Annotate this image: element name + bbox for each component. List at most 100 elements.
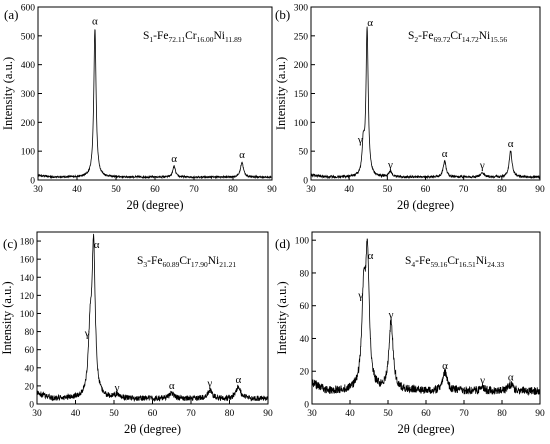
y-tick-label: 150 — [294, 90, 309, 100]
composition-text: Ni — [476, 255, 488, 267]
composition-text: S — [408, 30, 414, 42]
y-tick-label: 200 — [21, 119, 36, 129]
x-axis-label: 2θ (degree) — [397, 198, 454, 212]
composition-text: S — [143, 30, 149, 42]
y-tick-label: 40 — [25, 364, 35, 374]
composition-subscript: 14.72 — [462, 35, 479, 44]
peak-phase-label: γ — [479, 375, 485, 387]
y-tick-label: 0 — [30, 177, 35, 187]
composition-subscript: 11.89 — [225, 35, 242, 44]
composition-label: S1-Fe72.11Cr16.00Ni11.89 — [143, 30, 242, 44]
y-tick-label: 500 — [21, 32, 36, 42]
y-tick-label: 100 — [294, 119, 309, 129]
panel-label: (c) — [3, 236, 17, 251]
x-tick-label: 30 — [33, 185, 43, 195]
y-tick-label: 300 — [294, 4, 309, 14]
y-axis-label: Intensity (a.u.) — [0, 281, 14, 354]
peak-phase-label: α — [442, 360, 448, 372]
panel-label: (a) — [4, 7, 18, 22]
peak-phase-label: α — [508, 371, 514, 383]
xrd-spectrum-line — [37, 29, 273, 180]
peak-phase-label: γ — [84, 328, 90, 340]
composition-text: Cr — [185, 30, 197, 42]
composition-subscript: 1 — [149, 35, 153, 44]
peak-phase-label: α — [235, 374, 241, 386]
x-tick-label: 90 — [535, 409, 545, 419]
chart-panel-3: 30 40 50 60 70 80 90 0 20 40 60 80 100 120 140 160 180 2θ… — [0, 231, 273, 436]
composition-label: S4-Fe59.16Cr16.51Ni24.33 — [405, 255, 504, 269]
x-tick-label: 50 — [111, 185, 121, 195]
chart-panel-1: 30 40 50 60 70 80 90 0 100 200 300 400 500 600 2θ (deg… — [1, 4, 277, 213]
peak-phase-label: γ — [357, 289, 363, 301]
peak-phase-label: α — [368, 250, 374, 262]
x-tick-label: 90 — [267, 185, 277, 195]
xrd-spectrum-line — [311, 238, 541, 397]
peak-phase-label: α — [508, 138, 514, 150]
composition-text: S — [137, 255, 143, 267]
x-tick-label: 30 — [306, 185, 316, 195]
x-tick-label: 40 — [72, 185, 82, 195]
peak-phase-label: γ — [479, 160, 485, 172]
y-tick-label: 140 — [20, 274, 35, 284]
x-tick-label: 50 — [383, 409, 393, 419]
peak-phase-label: α — [169, 380, 175, 392]
composition-subscript: 17.90 — [191, 260, 208, 269]
y-tick-label: 40 — [300, 335, 310, 345]
y-tick-label: 600 — [21, 4, 36, 14]
y-tick-label: 20 — [300, 368, 310, 378]
y-tick-label: 20 — [25, 382, 35, 392]
y-axis-label: Intensity (a.u.) — [1, 57, 15, 130]
x-tick-label: 80 — [497, 185, 507, 195]
y-tick-label: 60 — [300, 302, 310, 312]
composition-label: S3-Fe60.89Cr17.90Ni21.21 — [137, 255, 236, 269]
composition-subscript: 16.51 — [459, 260, 476, 269]
x-tick-label: 40 — [345, 409, 355, 419]
composition-subscript: 69.72 — [434, 35, 451, 44]
x-axis-label: 2θ (degree) — [124, 422, 181, 436]
composition-text: Cr — [447, 255, 459, 267]
x-tick-label: 50 — [383, 185, 393, 195]
panel-label: (d) — [275, 236, 290, 251]
x-tick-label: 40 — [71, 409, 81, 419]
xrd-spectrum-line — [36, 233, 269, 403]
xrd-spectrum-line — [310, 26, 541, 180]
x-tick-label: 60 — [148, 409, 158, 419]
composition-text: Ni — [208, 255, 220, 267]
y-tick-label: 80 — [25, 328, 35, 338]
y-tick-label: 400 — [21, 61, 36, 71]
composition-text: -Fe — [415, 255, 430, 267]
x-tick-label: 40 — [344, 185, 354, 195]
x-tick-label: 90 — [535, 185, 545, 195]
y-tick-label: 180 — [20, 238, 35, 248]
x-tick-label: 60 — [421, 409, 431, 419]
composition-subscript: 72.11 — [169, 35, 186, 44]
composition-subscript: 3 — [143, 260, 147, 269]
peak-phase-label: α — [171, 153, 177, 165]
composition-text: -Fe — [147, 255, 162, 267]
composition-text: S — [405, 255, 411, 267]
composition-text: -Fe — [418, 30, 433, 42]
x-tick-label: 50 — [109, 409, 119, 419]
peak-phase-label: γ — [206, 377, 212, 389]
composition-text: Ni — [479, 30, 491, 42]
y-axis-label: Intensity (a.u.) — [274, 57, 288, 130]
y-tick-label: 0 — [304, 401, 309, 411]
x-tick-label: 70 — [186, 409, 196, 419]
composition-text: Ni — [213, 30, 225, 42]
peak-phase-label: γ — [357, 134, 363, 146]
peak-phase-label: γ — [387, 159, 393, 171]
x-tick-label: 80 — [497, 409, 507, 419]
x-tick-label: 30 — [32, 409, 42, 419]
x-tick-label: 70 — [189, 185, 199, 195]
chart-panel-2: 30 40 50 60 70 80 90 0 50 100 150 200 250 300 2θ (degr… — [274, 4, 545, 213]
peak-phase-label: α — [92, 16, 98, 28]
y-tick-label: 0 — [29, 401, 34, 411]
chart-panel-4: 30 40 50 60 70 80 90 0 20 40 60 80 100 2θ (degree) Int… — [275, 231, 545, 436]
x-tick-label: 70 — [459, 409, 469, 419]
y-tick-label: 100 — [20, 310, 35, 320]
x-tick-label: 80 — [228, 185, 238, 195]
composition-subscript: 4 — [411, 260, 415, 269]
y-tick-label: 160 — [20, 256, 35, 266]
x-tick-label: 80 — [225, 409, 235, 419]
